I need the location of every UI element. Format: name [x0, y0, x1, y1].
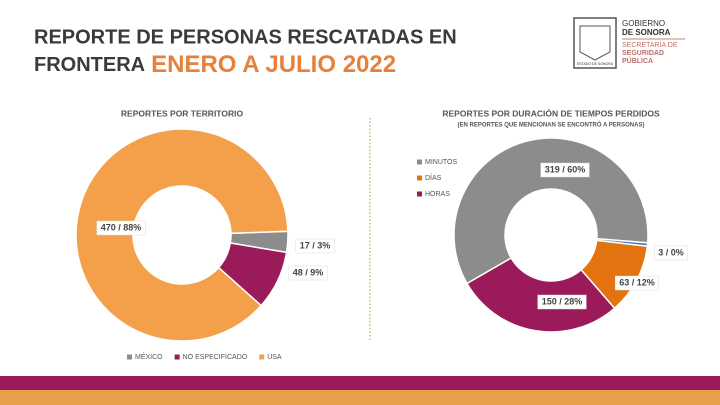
legend-swatch [259, 354, 265, 360]
data-label: 17 / 3% [295, 238, 335, 254]
legend-label: NO ESPECIFICADO [183, 354, 248, 361]
footer-band [0, 376, 720, 390]
data-label-box [288, 265, 328, 281]
data-label-text: 319 / 60% [545, 164, 586, 174]
logo-text: PÚBLICA [622, 56, 653, 65]
data-label: 150 / 28% [537, 294, 587, 310]
legend-swatch [174, 354, 180, 360]
footer-band [0, 390, 720, 405]
data-label-text: 63 / 12% [619, 277, 655, 287]
data-label-text: 3 / 0% [658, 247, 684, 257]
legend-label: MÉXICO [135, 352, 163, 361]
data-label-box [295, 238, 335, 254]
title: FRONTERA ENERO A JULIO 2022 [34, 51, 396, 78]
chart-subtitle: (EN REPORTES QUE MENCIONAN SE ENCONTRÓ A… [458, 121, 645, 129]
legend-swatch [417, 175, 422, 181]
data-label-text: 17 / 3% [300, 240, 331, 250]
data-label-box [614, 275, 660, 291]
legend-label: USA [267, 354, 282, 361]
chart-title: REPORTES POR TERRITORIO [121, 108, 244, 118]
logo-text: SEGURIDAD [622, 50, 664, 57]
seal-box [573, 17, 617, 69]
legend-label: HORAS [425, 191, 450, 198]
data-label-box [653, 245, 689, 261]
seal-shield [579, 25, 611, 61]
slice [453, 137, 649, 285]
data-label: 470 / 88% [96, 220, 146, 236]
title-highlight: ENERO A JULIO 2022 [151, 51, 396, 78]
data-label-text: 150 / 28% [542, 296, 583, 306]
data-label: 3 / 0% [653, 245, 689, 261]
legend-swatch [417, 191, 422, 197]
data-label: 319 / 60% [540, 162, 590, 178]
data-label-text: 48 / 9% [293, 267, 324, 277]
data-label-box [540, 162, 590, 178]
data-label: 63 / 12% [614, 275, 660, 291]
logo-text: SECRETARÍA DE [622, 40, 678, 49]
data-label: 48 / 9% [288, 265, 328, 281]
legend-swatch [417, 159, 422, 165]
title: REPORTE DE PERSONAS RESCATADAS EN [34, 26, 457, 48]
data-label-box [537, 294, 587, 310]
legend-swatch [127, 354, 132, 360]
logo: ESTADO DE SONORA GOBIERNO DE SONORA SECR… [573, 17, 685, 69]
chart-title: REPORTES POR DURACIÓN DE TIEMPOS PERDIDO… [442, 107, 660, 118]
logo-text: DE SONORA [622, 28, 671, 37]
legend-label: DÍAS [425, 173, 442, 182]
slice [75, 128, 289, 342]
data-label-box [96, 220, 146, 236]
seal-text: ESTADO DE SONORA [577, 62, 614, 66]
data-label-text: 470 / 88% [101, 222, 142, 232]
title-part: FRONTERA [34, 54, 145, 76]
logo-text: GOBIERNO [622, 19, 665, 28]
legend-label: MINUTOS [425, 159, 457, 166]
